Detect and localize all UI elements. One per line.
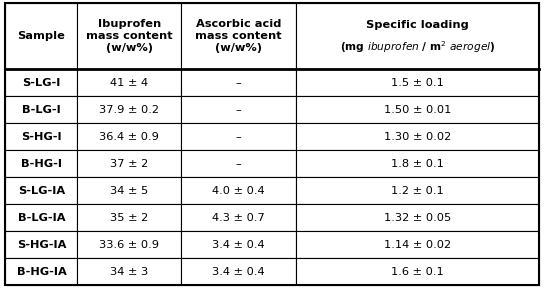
Bar bbox=[5, 177, 77, 204]
Text: 3.4 ± 0.4: 3.4 ± 0.4 bbox=[212, 240, 265, 250]
Bar bbox=[5, 123, 77, 150]
Text: 33.6 ± 0.9: 33.6 ± 0.9 bbox=[100, 240, 159, 250]
Text: 3.4 ± 0.4: 3.4 ± 0.4 bbox=[212, 267, 265, 277]
Text: 37 ± 2: 37 ± 2 bbox=[110, 159, 149, 169]
Bar bbox=[181, 69, 296, 96]
Bar bbox=[5, 231, 77, 258]
Text: 36.4 ± 0.9: 36.4 ± 0.9 bbox=[100, 132, 159, 142]
Bar bbox=[77, 150, 181, 177]
Text: 35 ± 2: 35 ± 2 bbox=[110, 213, 149, 223]
Text: –: – bbox=[236, 159, 242, 169]
Bar bbox=[5, 69, 77, 96]
Bar bbox=[77, 123, 181, 150]
Text: 1.32 ± 0.05: 1.32 ± 0.05 bbox=[384, 213, 451, 223]
Text: 1.6 ± 0.1: 1.6 ± 0.1 bbox=[391, 267, 444, 277]
Bar bbox=[296, 177, 539, 204]
Text: –: – bbox=[236, 78, 242, 88]
Bar bbox=[77, 96, 181, 123]
Bar bbox=[5, 3, 77, 69]
Text: 1.8 ± 0.1: 1.8 ± 0.1 bbox=[391, 159, 444, 169]
Bar bbox=[77, 177, 181, 204]
Bar bbox=[296, 150, 539, 177]
Bar bbox=[5, 150, 77, 177]
Text: S-HG-I: S-HG-I bbox=[21, 132, 61, 142]
Text: –: – bbox=[236, 105, 242, 115]
Text: 1.2 ± 0.1: 1.2 ± 0.1 bbox=[391, 186, 444, 196]
Text: S-HG-IA: S-HG-IA bbox=[17, 240, 66, 250]
Text: 34 ± 5: 34 ± 5 bbox=[110, 186, 149, 196]
Bar bbox=[77, 204, 181, 231]
Text: S-LG-I: S-LG-I bbox=[22, 78, 60, 88]
Text: Specific loading: Specific loading bbox=[366, 20, 468, 30]
Text: (mg $\mathit{ibuprofen}$ / m$^2$ $\mathit{aerogel}$): (mg $\mathit{ibuprofen}$ / m$^2$ $\mathi… bbox=[339, 39, 495, 55]
Bar bbox=[77, 3, 181, 69]
Bar bbox=[181, 150, 296, 177]
Text: 41 ± 4: 41 ± 4 bbox=[110, 78, 149, 88]
Text: –: – bbox=[236, 132, 242, 142]
Text: 1.50 ± 0.01: 1.50 ± 0.01 bbox=[384, 105, 451, 115]
Text: 4.0 ± 0.4: 4.0 ± 0.4 bbox=[212, 186, 265, 196]
Text: 1.30 ± 0.02: 1.30 ± 0.02 bbox=[384, 132, 451, 142]
Bar bbox=[181, 96, 296, 123]
Text: Ascorbic acid
mass content
(w/w%): Ascorbic acid mass content (w/w%) bbox=[195, 20, 282, 53]
Text: Ibuprofen
mass content
(w/w%): Ibuprofen mass content (w/w%) bbox=[86, 20, 172, 53]
Bar bbox=[181, 258, 296, 285]
Text: 34 ± 3: 34 ± 3 bbox=[110, 267, 149, 277]
Bar bbox=[77, 231, 181, 258]
Text: B-HG-IA: B-HG-IA bbox=[16, 267, 66, 277]
Bar bbox=[296, 258, 539, 285]
Text: Sample: Sample bbox=[17, 31, 65, 41]
Text: 1.5 ± 0.1: 1.5 ± 0.1 bbox=[391, 78, 444, 88]
Bar bbox=[5, 258, 77, 285]
Text: 4.3 ± 0.7: 4.3 ± 0.7 bbox=[212, 213, 265, 223]
Bar bbox=[5, 96, 77, 123]
Bar bbox=[296, 231, 539, 258]
Bar bbox=[77, 69, 181, 96]
Text: B-HG-I: B-HG-I bbox=[21, 159, 62, 169]
Bar bbox=[296, 69, 539, 96]
Bar bbox=[181, 123, 296, 150]
Bar bbox=[181, 3, 296, 69]
Text: 37.9 ± 0.2: 37.9 ± 0.2 bbox=[100, 105, 159, 115]
Bar bbox=[5, 204, 77, 231]
Text: B-LG-IA: B-LG-IA bbox=[17, 213, 65, 223]
Text: S-LG-IA: S-LG-IA bbox=[18, 186, 65, 196]
Bar bbox=[181, 204, 296, 231]
Bar bbox=[181, 231, 296, 258]
Bar bbox=[181, 177, 296, 204]
Text: B-LG-I: B-LG-I bbox=[22, 105, 61, 115]
Bar bbox=[77, 258, 181, 285]
Bar bbox=[296, 96, 539, 123]
Bar bbox=[296, 123, 539, 150]
Bar bbox=[296, 204, 539, 231]
Bar bbox=[296, 3, 539, 69]
Text: 1.14 ± 0.02: 1.14 ± 0.02 bbox=[384, 240, 451, 250]
